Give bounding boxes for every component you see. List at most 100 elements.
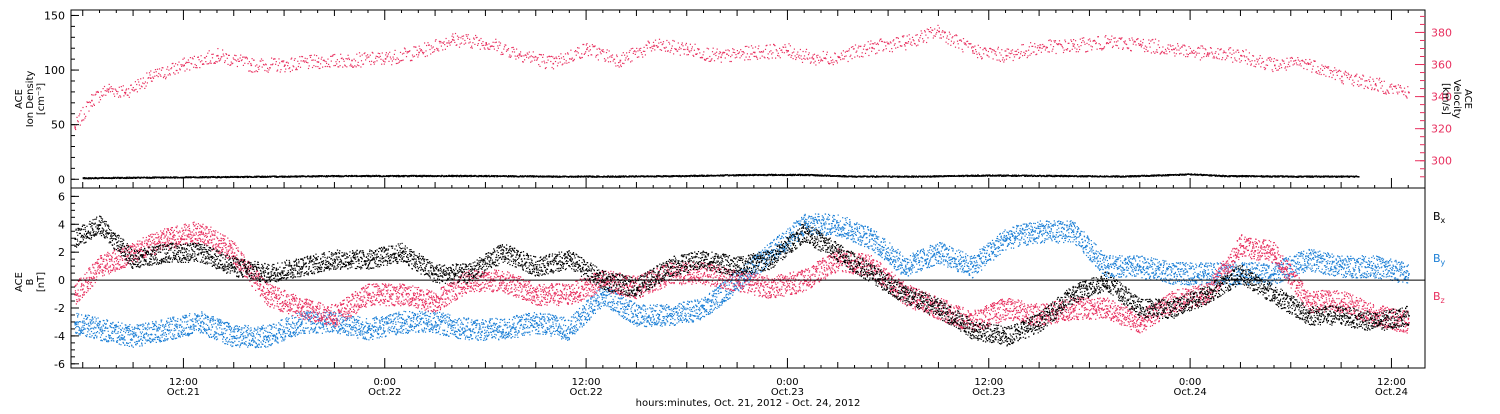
- density-series-point: [770, 174, 772, 176]
- velocity-series-point: [1252, 55, 1254, 57]
- velocity-series-point: [789, 54, 791, 56]
- velocity-series-point: [1164, 53, 1166, 55]
- density-series-point: [904, 176, 906, 178]
- density-series-point: [865, 175, 867, 177]
- velocity-series-point: [1190, 52, 1192, 54]
- velocity-series-point: [449, 44, 451, 46]
- velocity-series-point: [580, 57, 582, 59]
- velocity-series-point: [1295, 59, 1297, 61]
- density-series-point: [470, 176, 472, 178]
- velocity-series-point: [1107, 42, 1110, 45]
- velocity-series-point: [1344, 74, 1346, 76]
- velocity-series-point: [731, 54, 733, 56]
- velocity-series-point: [679, 46, 681, 48]
- velocity-series-point: [674, 48, 676, 50]
- density-series-point: [330, 175, 332, 178]
- velocity-series-point: [550, 55, 553, 57]
- velocity-series-point: [744, 45, 746, 48]
- velocity-series-point: [279, 62, 281, 64]
- density-series-point: [212, 176, 214, 178]
- velocity-series-point: [524, 54, 526, 56]
- velocity-series-point: [843, 58, 845, 60]
- velocity-series-point: [395, 62, 397, 65]
- velocity-series-point: [418, 45, 420, 47]
- density-series-point: [171, 176, 173, 178]
- velocity-series-point: [338, 61, 340, 63]
- velocity-series-point: [730, 60, 732, 63]
- density-series-point: [362, 175, 364, 177]
- velocity-series-point: [993, 49, 995, 51]
- velocity-series-point: [1272, 70, 1274, 73]
- velocity-series-point: [276, 70, 278, 72]
- velocity-series-point: [761, 55, 763, 57]
- velocity-series-point: [913, 42, 916, 45]
- velocity-series-point: [892, 40, 894, 42]
- velocity-series-point: [499, 42, 502, 44]
- velocity-series-point: [1204, 48, 1206, 50]
- velocity-series-point: [844, 55, 846, 58]
- velocity-series-point: [1152, 51, 1155, 53]
- density-series-point: [587, 176, 589, 178]
- velocity-series-point: [1368, 79, 1370, 81]
- velocity-series-point: [932, 29, 934, 31]
- density-series-point: [655, 176, 657, 178]
- velocity-series-point: [812, 54, 814, 56]
- density-series-point: [769, 174, 771, 176]
- density-series-point: [373, 175, 375, 177]
- velocity-series-point: [735, 54, 737, 56]
- velocity-series-point: [921, 32, 923, 34]
- velocity-series-point: [522, 61, 524, 63]
- velocity-series-point: [347, 54, 349, 56]
- density-series-point: [455, 174, 457, 177]
- density-series-point: [923, 175, 925, 177]
- density-series-point: [124, 177, 126, 179]
- density-series-point: [161, 176, 163, 178]
- velocity-series-point: [448, 42, 450, 44]
- velocity-series-point: [622, 52, 624, 54]
- velocity-series-point: [818, 62, 820, 64]
- velocity-series-point: [134, 89, 136, 91]
- velocity-series-point: [393, 53, 395, 55]
- velocity-series-point: [670, 49, 672, 51]
- velocity-series-point: [96, 91, 98, 93]
- velocity-series-point: [1259, 55, 1261, 57]
- density-series-point: [614, 176, 616, 178]
- velocity-series-point: [186, 68, 188, 70]
- density-series-point: [397, 174, 399, 176]
- density-series-point: [692, 175, 694, 177]
- velocity-series-point: [691, 46, 693, 48]
- velocity-series-point: [1130, 50, 1132, 52]
- velocity-series-point: [495, 41, 497, 43]
- velocity-series-point: [876, 52, 878, 54]
- density-series-point: [742, 175, 744, 177]
- velocity-series-point: [1306, 68, 1308, 71]
- velocity-series-point: [203, 63, 205, 65]
- velocity-series-point: [935, 33, 937, 35]
- velocity-series-point: [521, 55, 523, 57]
- velocity-series-point: [1377, 90, 1379, 92]
- velocity-series-point: [1067, 48, 1069, 50]
- density-series-point: [456, 175, 458, 178]
- density-series-point: [941, 175, 943, 177]
- density-series-point: [1065, 176, 1067, 178]
- density-series-point: [712, 175, 715, 177]
- density-series-point: [608, 175, 610, 177]
- velocity-series-point: [480, 37, 482, 40]
- velocity-series-point: [399, 51, 402, 53]
- density-series-point: [634, 175, 636, 177]
- velocity-series-point: [529, 56, 531, 58]
- density-series-point: [128, 177, 130, 179]
- velocity-series-point: [1332, 71, 1334, 73]
- density-series-point: [624, 176, 626, 178]
- velocity-series-point: [1046, 46, 1048, 48]
- density-series-point: [420, 175, 422, 177]
- density-series-point: [758, 174, 760, 177]
- velocity-series-point: [544, 67, 546, 70]
- velocity-series-point: [457, 38, 459, 40]
- velocity-series-point: [413, 46, 415, 48]
- velocity-series-point: [420, 49, 422, 51]
- velocity-series-point: [285, 68, 287, 70]
- velocity-series-point: [811, 57, 813, 59]
- velocity-series-point: [540, 54, 542, 56]
- velocity-series-point: [1001, 49, 1003, 51]
